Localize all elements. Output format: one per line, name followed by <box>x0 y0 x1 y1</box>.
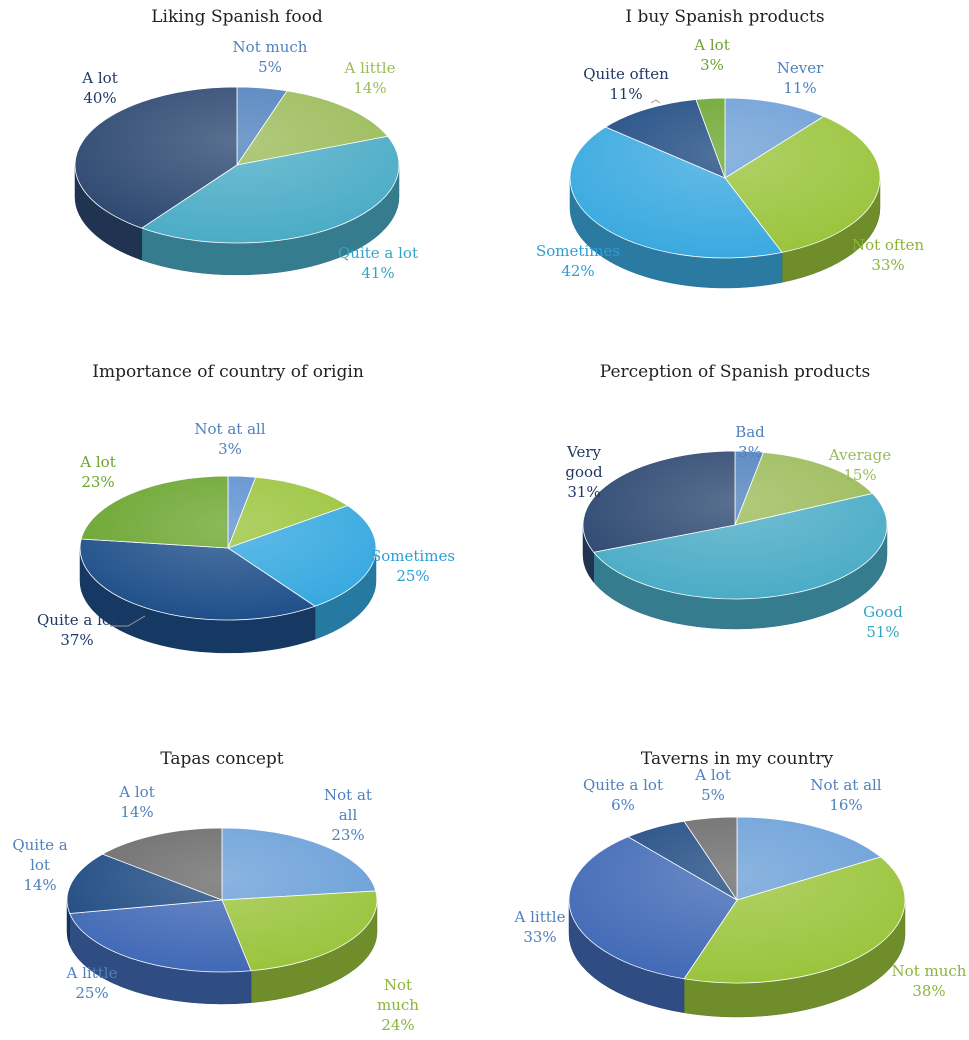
pie-chart-2: I buy Spanish products Never 11% Not often 3… <box>536 7 924 289</box>
pie-chart-6: Taverns in my country Not at all 16% Not mu… <box>514 749 967 1018</box>
pie-chart-1: Liking Spanish food Not much 5% A little 14%… <box>74 7 418 282</box>
pie-gloss <box>80 476 376 620</box>
data-label: Sometimes 42% <box>536 242 620 280</box>
pie-gloss <box>570 98 880 258</box>
data-label: A lot 14% <box>118 783 154 821</box>
data-label: A lot 23% <box>79 453 115 491</box>
data-label: A lot 5% <box>694 766 730 804</box>
data-label: Not often 33% <box>852 236 924 274</box>
pie-chart-3: Importance of country of origin Not at al… <box>37 362 455 654</box>
data-label: A little 33% <box>514 908 566 946</box>
data-label: A lot 3% <box>693 36 729 74</box>
pie-gloss <box>569 817 905 983</box>
chart-title: Perception of Spanish products <box>600 362 870 382</box>
data-label: Quite a lot 37% <box>37 611 117 649</box>
data-label: Not much 24% <box>377 976 419 1034</box>
pie-gloss <box>75 87 399 243</box>
data-label: Good 51% <box>863 603 903 641</box>
chart-title: Importance of country of origin <box>92 362 364 382</box>
pie-gloss <box>583 451 887 599</box>
data-label: Quite a lot 41% <box>338 244 418 282</box>
pie-chart-5: Tapas concept Not at all 23% Not much 24% A lit… <box>12 749 419 1034</box>
data-label: Not at all 23% <box>324 786 372 844</box>
data-label: Sometimes 25% <box>371 547 455 585</box>
data-label: Quite often 11% <box>583 65 669 103</box>
data-label: Never 11% <box>777 59 824 97</box>
chart-title: Liking Spanish food <box>151 7 323 27</box>
chart-title: Taverns in my country <box>641 749 834 769</box>
data-label: Very good 31% <box>565 443 603 501</box>
chart-title: Tapas concept <box>160 749 283 769</box>
data-label: Not at all 3% <box>194 420 265 458</box>
chart-title: I buy Spanish products <box>625 7 824 27</box>
data-label: Quite a lot 14% <box>12 836 67 894</box>
data-label: Not much 38% <box>892 962 967 1000</box>
data-label: Average 15% <box>828 446 891 484</box>
leader-line <box>650 99 661 104</box>
data-label: Quite a lot 6% <box>583 776 663 814</box>
data-label: A little 14% <box>344 59 396 97</box>
data-label: A little 25% <box>66 964 118 1002</box>
leader-line <box>110 615 146 627</box>
data-label: A lot 40% <box>81 69 117 107</box>
data-label: Bad 3% <box>735 423 765 461</box>
data-label: Not much 5% <box>233 38 308 76</box>
data-label: Not at all 16% <box>810 776 881 814</box>
pie-gloss <box>67 828 377 972</box>
pie-chart-4: Perception of Spanish products Bad 3% Avera… <box>565 362 903 641</box>
